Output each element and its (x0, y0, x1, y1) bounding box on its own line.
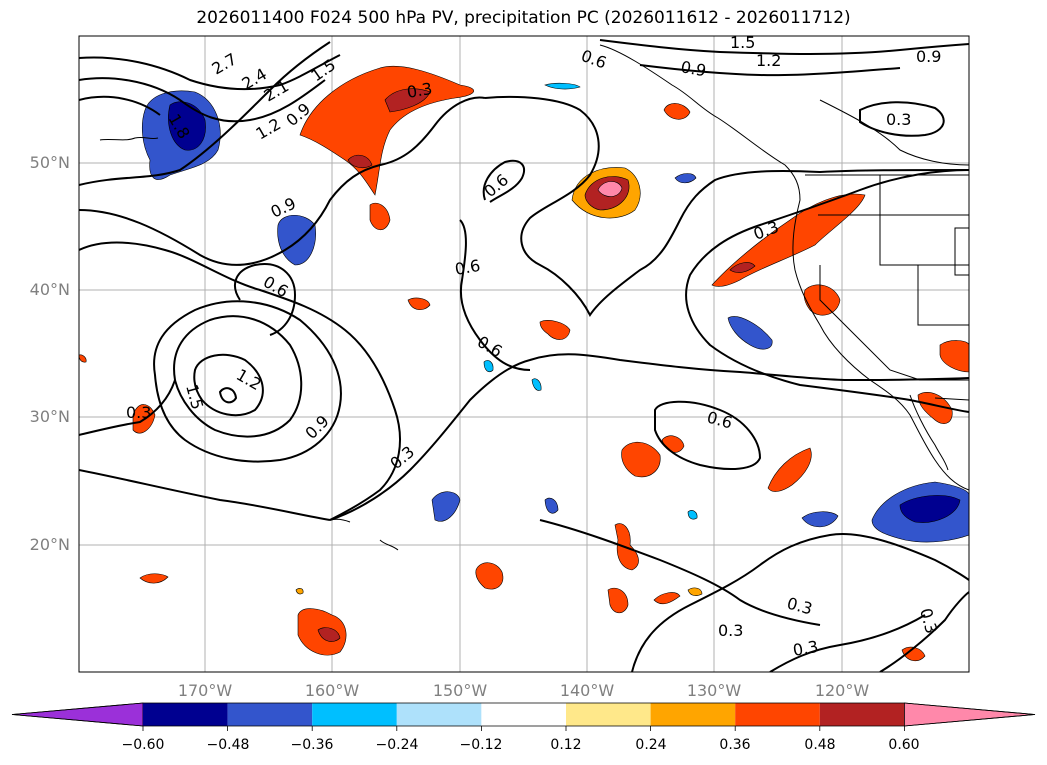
colorbar-segment (819, 703, 905, 726)
precip-core-small (347, 154, 373, 169)
precip-area-south-5 (653, 592, 681, 605)
map-title: 2026011400 F024 500 hPa PV, precipitatio… (196, 8, 851, 28)
precip-area-south-4 (607, 587, 629, 614)
contour-label: 0.3 (718, 621, 743, 640)
precip-area-baja (917, 391, 953, 424)
precip-area-small-2 (295, 588, 304, 595)
contour-label: 0.3 (791, 637, 819, 660)
precip-area-mid-2 (539, 320, 571, 340)
contour-label: 0.6 (453, 256, 481, 279)
precip-area-neg-10 (531, 378, 542, 391)
lon-label-160w: 160°W (304, 681, 360, 700)
precip-area-west-2 (79, 354, 87, 363)
precip-area-neg-2 (277, 214, 316, 266)
colorbar-tick: 0.48 (804, 737, 836, 753)
precip-area-south-6 (901, 646, 926, 662)
precip-core-south-2 (317, 627, 341, 642)
contour-label: 1.2 (756, 51, 781, 70)
lat-label-50n: 50°N (29, 153, 70, 172)
colorbar-segment (312, 703, 397, 726)
precip-positive-areas (79, 65, 969, 662)
precip-area-south-3 (139, 573, 169, 584)
colorbar-segment (735, 703, 820, 726)
precip-area-neg-11 (687, 510, 698, 520)
colorbar-segment (143, 703, 228, 726)
precip-area-neg-9 (483, 360, 494, 373)
precip-area-east-1 (939, 340, 969, 373)
colorbar-segment (650, 703, 736, 726)
colorbar-tick: −0.12 (459, 737, 503, 753)
precip-core-mexico-neg (899, 495, 961, 523)
colorbar-tick: 0.36 (719, 737, 751, 753)
precip-area-neg-7 (801, 511, 839, 528)
colorbar-tick: −0.48 (206, 737, 250, 753)
lon-label-120w: 120°W (814, 681, 870, 700)
precip-area-small-3 (687, 587, 703, 596)
colorbar-extend-min (11, 702, 144, 727)
colorbar-extend-max (904, 702, 1036, 727)
lat-label-40n: 40°N (29, 280, 70, 299)
colorbar-tick: −0.36 (290, 737, 334, 753)
colorbar-tick: 0.60 (888, 737, 920, 753)
colorbar-tick: −0.24 (375, 737, 419, 753)
lat-label-30n: 30°N (29, 407, 70, 426)
contour-label: 0.3 (126, 403, 151, 422)
colorbar-tick: 0.12 (550, 737, 582, 753)
lat-label-20n: 20°N (29, 535, 70, 554)
pv-contours (79, 39, 969, 672)
contour-label: 0.3 (405, 79, 433, 102)
precip-area-mid-1 (407, 297, 431, 310)
colorbar-segment (566, 703, 651, 726)
precip-area-south-1 (475, 562, 504, 590)
lon-label-130w: 130°W (686, 681, 742, 700)
precip-core-aleutian-neg (168, 101, 206, 151)
colorbar-segment (481, 703, 566, 726)
colorbar-tick: 0.24 (635, 737, 667, 753)
contour-label: 0.3 (886, 110, 911, 129)
contour-label: 0.9 (679, 57, 707, 80)
colorbar (11, 702, 1036, 731)
lon-label-170w: 170°W (177, 681, 233, 700)
precip-area-mid-3 (621, 442, 661, 478)
colorbar-segment (227, 703, 313, 726)
precip-area-neg-6 (431, 491, 461, 522)
precip-area-sierra (803, 284, 841, 316)
contour-label: 0.9 (916, 47, 941, 66)
precip-area-neg-5 (727, 316, 773, 350)
precip-area-coast-bc (663, 103, 691, 120)
precip-area-mid-5 (767, 447, 812, 492)
precip-area-neg-3 (544, 82, 581, 90)
precip-area-neg-4 (674, 173, 697, 184)
contour-label: 1.5 (730, 33, 755, 52)
precip-peak-pink-center (597, 181, 623, 197)
precip-area-neg-8 (544, 497, 559, 514)
map-border (78, 35, 970, 673)
precip-area-small-1 (369, 202, 391, 231)
precip-core-california (729, 262, 756, 273)
colorbar-tick: −0.60 (121, 737, 165, 753)
coastlines (99, 44, 969, 551)
colorbar-segment (396, 703, 482, 726)
lon-label-140w: 140°W (559, 681, 615, 700)
precip-area-gulf-of-alaska (299, 65, 474, 196)
precip-negative-areas (141, 82, 969, 543)
lon-label-150w: 150°W (432, 681, 488, 700)
precip-core-gulf-of-alaska (384, 88, 431, 113)
